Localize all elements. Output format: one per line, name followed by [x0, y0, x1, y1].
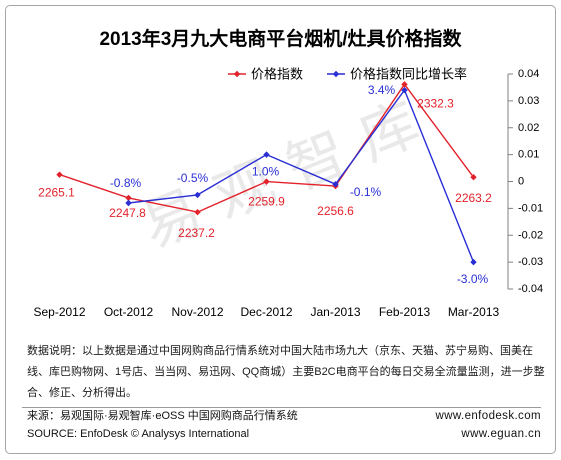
price-index-chart: 易观智库 价格指数 价格指数同比增长率 0.040.030.020.010-0.… — [33, 67, 543, 320]
right-axis-tick-label: -0.02 — [518, 229, 543, 241]
growth-rate-data-label: -0.1% — [350, 185, 382, 199]
right-axis-tick-label: 0 — [518, 176, 524, 188]
x-axis-tick-label: Sep-2012 — [33, 305, 85, 319]
price-index-point — [194, 208, 201, 216]
right-axis-tick-label: 0.04 — [518, 68, 539, 80]
growth-rate-point — [263, 151, 270, 158]
growth-rate-data-label: -3.0% — [457, 272, 489, 286]
description-line: 数据说明：以上数据是通过中国网购商品行情系统对中国大陆市场九大（京东、天猫、苏宁… — [27, 345, 533, 357]
x-axis-tick-label: Oct-2012 — [104, 305, 154, 319]
price-index-point — [263, 178, 270, 185]
data-description: 数据说明：以上数据是通过中国网购商品行情系统对中国大陆市场九大（京东、天猫、苏宁… — [27, 341, 545, 404]
price-index-data-label: 2237.2 — [178, 226, 215, 240]
growth-rate-data-label: -0.8% — [110, 176, 142, 190]
legend: 价格指数 价格指数同比增长率 — [228, 67, 467, 82]
description-line: 合、修正、分析得出。 — [27, 387, 137, 399]
right-axis-tick-label: -0.03 — [518, 256, 543, 268]
legend-item-price-index: 价格指数 — [228, 67, 303, 82]
right-axis-tick-label: 0.01 — [518, 149, 539, 161]
legend-item-growth-rate: 价格指数同比增长率 — [327, 67, 467, 82]
price-index-data-label: 2247.8 — [109, 206, 146, 220]
growth-rate-point — [401, 86, 408, 94]
price-index-point — [56, 171, 63, 178]
chart-frame — [5, 5, 556, 454]
footer-divider — [22, 407, 541, 408]
plot-area: 0.04 0.03 0.02 0.01 0 -0.01 -0.02 -0.03 -0.04 Sep… — [33, 68, 543, 319]
price-index-data-label: 2256.6 — [317, 204, 354, 218]
growth-rate-data-label: -0.5% — [177, 171, 209, 185]
x-axis-tick-label: Dec-2012 — [240, 305, 292, 319]
x-axis-tick-label: Jan-2013 — [310, 305, 360, 319]
right-axis-tick-label: 0.03 — [518, 95, 539, 107]
growth-rate-point — [194, 191, 201, 199]
legend-label-price-index: 价格指数 — [251, 67, 303, 82]
source-chinese: 来源：易观国际·易观智库·eOSS 中国网购商品行情系统 — [27, 410, 298, 422]
growth-rate-data-label: 1.0% — [252, 165, 280, 179]
price-index-data-label: 2259.9 — [248, 195, 285, 209]
right-axis-tick-label: -0.01 — [518, 202, 543, 214]
eguan-url: www.eguan.cn — [461, 428, 541, 440]
x-axis-tick-label: Mar-2013 — [448, 305, 500, 319]
price-index-data-label: 2263.2 — [455, 191, 492, 205]
x-axis-tick-label: Feb-2013 — [379, 305, 431, 319]
price-index-point — [401, 81, 408, 88]
price-index-point — [125, 194, 132, 202]
legend-marker-growth-rate — [332, 70, 340, 78]
x-axis-tick-label: Nov-2012 — [171, 305, 223, 319]
right-axis-tick-label: 0.02 — [518, 122, 539, 134]
chart-title: 2013年3月九大电商平台烟机/灶具价格指数 — [99, 29, 462, 50]
description-line: 线、库巴购物网、1号店、当当网、易迅网、QQ商城）主要B2C电商平台的每日交易全… — [27, 366, 545, 378]
growth-rate-point — [332, 180, 339, 188]
enfodesk-url: www.enfodesk.com — [435, 410, 541, 422]
price-index-data-label: 2332.3 — [417, 96, 454, 110]
legend-label-growth-rate: 价格指数同比增长率 — [350, 67, 467, 82]
legend-marker-price-index — [233, 70, 241, 78]
growth-rate-point — [470, 258, 477, 266]
right-axis-tick-label: -0.04 — [518, 283, 543, 295]
price-index-point — [470, 174, 477, 181]
source-english: SOURCE: EnfoDesk © Analysys Internationa… — [27, 428, 250, 440]
growth-rate-data-label: 3.4% — [368, 83, 396, 97]
growth-rate-line — [128, 89, 475, 263]
growth-rate-point — [125, 199, 132, 207]
price-index-data-label: 2265.1 — [38, 186, 75, 200]
